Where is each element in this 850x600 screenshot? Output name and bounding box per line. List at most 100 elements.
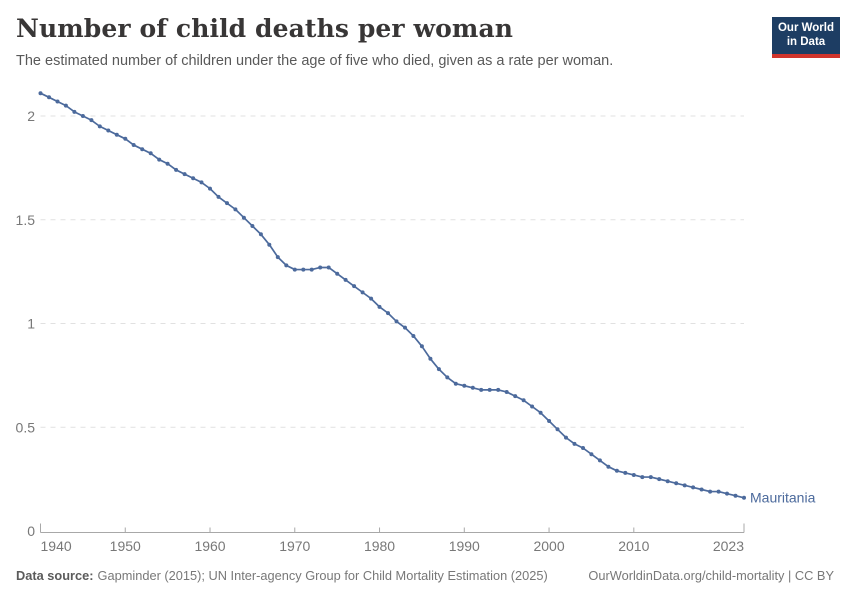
data-source-label: Data source: bbox=[16, 568, 94, 583]
data-point bbox=[284, 263, 289, 268]
data-point bbox=[233, 207, 238, 212]
data-point bbox=[140, 147, 145, 152]
data-point bbox=[555, 427, 560, 432]
data-point bbox=[369, 296, 374, 301]
chart-title: Number of child deaths per woman bbox=[16, 14, 514, 43]
data-point bbox=[301, 267, 306, 272]
data-point bbox=[394, 319, 399, 324]
data-point bbox=[419, 344, 424, 349]
data-point bbox=[521, 398, 526, 403]
data-point bbox=[148, 151, 153, 156]
data-point bbox=[403, 325, 407, 330]
data-point bbox=[572, 441, 577, 446]
entity-label-mauritania[interactable]: Mauritania bbox=[750, 489, 816, 505]
data-point bbox=[80, 114, 85, 118]
data-point bbox=[191, 176, 196, 181]
data-point bbox=[343, 277, 348, 282]
data-point bbox=[106, 128, 111, 133]
data-point bbox=[157, 157, 162, 162]
chart-footer: Data source: Gapminder (2015); UN Inter-a… bbox=[16, 568, 834, 583]
x-tick-label: 2023 bbox=[713, 538, 744, 554]
data-point bbox=[377, 304, 382, 309]
data-point bbox=[309, 267, 314, 272]
data-point bbox=[614, 468, 619, 473]
chart-header: Number of child deaths per woman The est… bbox=[16, 14, 756, 70]
x-tick-label: 1990 bbox=[449, 538, 480, 554]
data-point bbox=[479, 387, 484, 392]
data-point bbox=[589, 452, 594, 457]
data-point bbox=[241, 215, 246, 220]
data-point bbox=[564, 435, 568, 440]
data-point bbox=[55, 99, 60, 104]
data-point bbox=[631, 473, 636, 477]
data-point bbox=[733, 493, 738, 498]
data-point bbox=[250, 224, 255, 228]
data-point bbox=[174, 167, 179, 172]
data-point bbox=[445, 375, 450, 380]
data-point bbox=[453, 381, 458, 386]
data-point bbox=[208, 186, 212, 191]
data-point bbox=[504, 390, 509, 394]
data-point bbox=[436, 367, 441, 372]
data-point bbox=[131, 143, 136, 147]
logo-line2: in Data bbox=[786, 35, 826, 48]
data-point bbox=[708, 489, 713, 494]
data-point bbox=[258, 232, 263, 237]
x-tick-label: 1950 bbox=[110, 538, 141, 554]
data-point bbox=[674, 481, 679, 486]
data-point bbox=[699, 487, 704, 492]
x-tick-label: 2010 bbox=[618, 538, 649, 554]
data-point bbox=[335, 271, 340, 276]
data-point bbox=[538, 410, 543, 415]
data-point bbox=[496, 387, 501, 392]
data-point bbox=[411, 334, 416, 338]
chart-subtitle: The estimated number of children under t… bbox=[16, 53, 614, 69]
data-point bbox=[63, 103, 68, 108]
x-tick-label: 1970 bbox=[279, 538, 310, 554]
data-point bbox=[386, 311, 390, 316]
data-point bbox=[352, 284, 357, 289]
x-tick-label: 2000 bbox=[533, 538, 564, 554]
data-point bbox=[225, 201, 229, 206]
data-point bbox=[725, 491, 729, 496]
data-point bbox=[623, 470, 628, 475]
data-point bbox=[513, 394, 518, 399]
data-point bbox=[89, 118, 94, 123]
data-point bbox=[742, 495, 746, 500]
data-point bbox=[199, 180, 204, 185]
data-point bbox=[72, 109, 77, 114]
owid-logo[interactable]: Our World in Data bbox=[772, 17, 840, 58]
data-point bbox=[275, 255, 280, 260]
x-tick-label: 1980 bbox=[364, 538, 395, 554]
x-tick-label: 1940 bbox=[41, 538, 72, 554]
data-point bbox=[665, 479, 670, 484]
data-point bbox=[682, 483, 687, 488]
data-point bbox=[547, 419, 552, 423]
logo-line1: Our World bbox=[777, 22, 834, 35]
data-point bbox=[114, 132, 119, 137]
data-point bbox=[657, 477, 662, 482]
data-point bbox=[38, 91, 43, 96]
data-point bbox=[640, 475, 645, 480]
y-tick-label: 0.5 bbox=[16, 419, 36, 435]
data-point bbox=[267, 242, 272, 247]
y-tick-label: 2 bbox=[27, 108, 35, 124]
data-point bbox=[216, 194, 221, 199]
data-point bbox=[462, 383, 467, 388]
data-point bbox=[470, 385, 475, 390]
series-line[interactable] bbox=[40, 92, 745, 499]
data-point bbox=[428, 356, 433, 361]
data-point bbox=[292, 267, 297, 272]
data-point bbox=[47, 95, 51, 100]
data-source: Data source: Gapminder (2015); UN Inter-a… bbox=[16, 568, 548, 583]
y-tick-label: 1.5 bbox=[16, 212, 36, 228]
x-tick-label: 1960 bbox=[194, 538, 225, 554]
chart-url-link[interactable]: OurWorldinData.org/child-mortality | CC … bbox=[588, 568, 834, 583]
data-point bbox=[487, 387, 492, 392]
data-point bbox=[716, 489, 721, 494]
data-source-text: Gapminder (2015); UN Inter-agency Group … bbox=[97, 568, 548, 583]
data-point bbox=[97, 124, 102, 129]
data-point bbox=[360, 290, 365, 295]
data-point bbox=[318, 265, 323, 270]
